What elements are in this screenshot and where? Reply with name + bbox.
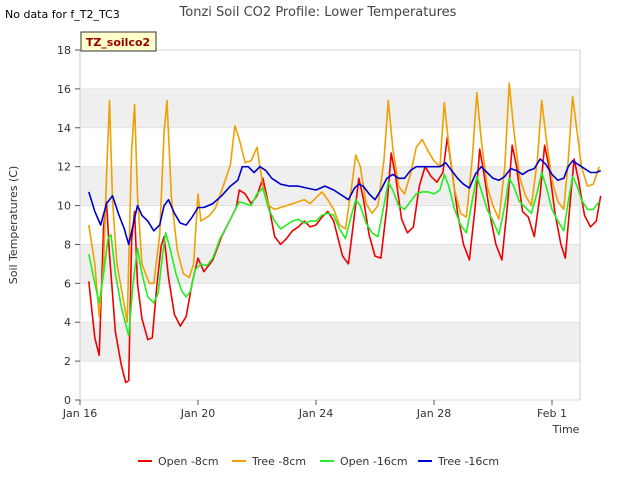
plot-background-bands <box>80 50 580 400</box>
station-label: TZ_soilco2 <box>86 36 150 49</box>
grid-band <box>80 88 580 128</box>
y-tick-label: 14 <box>57 122 71 135</box>
y-tick-label: 6 <box>64 277 71 290</box>
x-axis-ticks: Jan 16 Jan 20 Jan 24 Jan 28 Feb 1 <box>62 400 567 420</box>
legend-label-tree-16cm: Tree -16cm <box>437 455 499 468</box>
y-tick-label: 0 <box>64 394 71 407</box>
y-tick-label: 18 <box>57 44 71 57</box>
legend-label-open-16cm: Open -16cm <box>340 455 408 468</box>
x-tick-label: Jan 28 <box>416 407 451 420</box>
legend-label-tree-8cm: Tree -8cm <box>251 455 306 468</box>
legend-label-open-8cm: Open -8cm <box>158 455 219 468</box>
y-tick-label: 2 <box>64 355 71 368</box>
x-tick-label: Feb 1 <box>537 407 567 420</box>
x-axis-label: Time <box>552 423 580 436</box>
y-tick-label: 12 <box>57 161 71 174</box>
y-axis-label: Soil Temperatures (C) <box>7 166 20 285</box>
series-line-tree-8cm <box>88 82 600 323</box>
series-line-open-16cm <box>88 171 600 337</box>
y-tick-label: 16 <box>57 83 71 96</box>
series-line-tree-16cm <box>88 158 602 246</box>
x-tick-label: Jan 24 <box>298 407 333 420</box>
y-tick-label: 8 <box>64 238 71 251</box>
x-tick-label: Jan 16 <box>62 407 97 420</box>
station-label-box: TZ_soilco2 <box>80 31 157 52</box>
series-line-open-8cm <box>88 136 602 384</box>
x-tick-label: Jan 20 <box>180 407 215 420</box>
y-tick-label: 4 <box>64 316 71 329</box>
legend: Open -8cm Tree -8cm Open -16cm Tree -16cm <box>138 455 499 468</box>
chart-title: Tonzi Soil CO2 Profile: Lower Temperatur… <box>179 5 457 20</box>
grid-band <box>80 322 580 362</box>
no-data-note: No data for f_T2_TC3 <box>5 8 120 21</box>
series-lines <box>88 82 602 384</box>
grid-band <box>80 166 580 206</box>
y-tick-label: 10 <box>57 200 71 213</box>
